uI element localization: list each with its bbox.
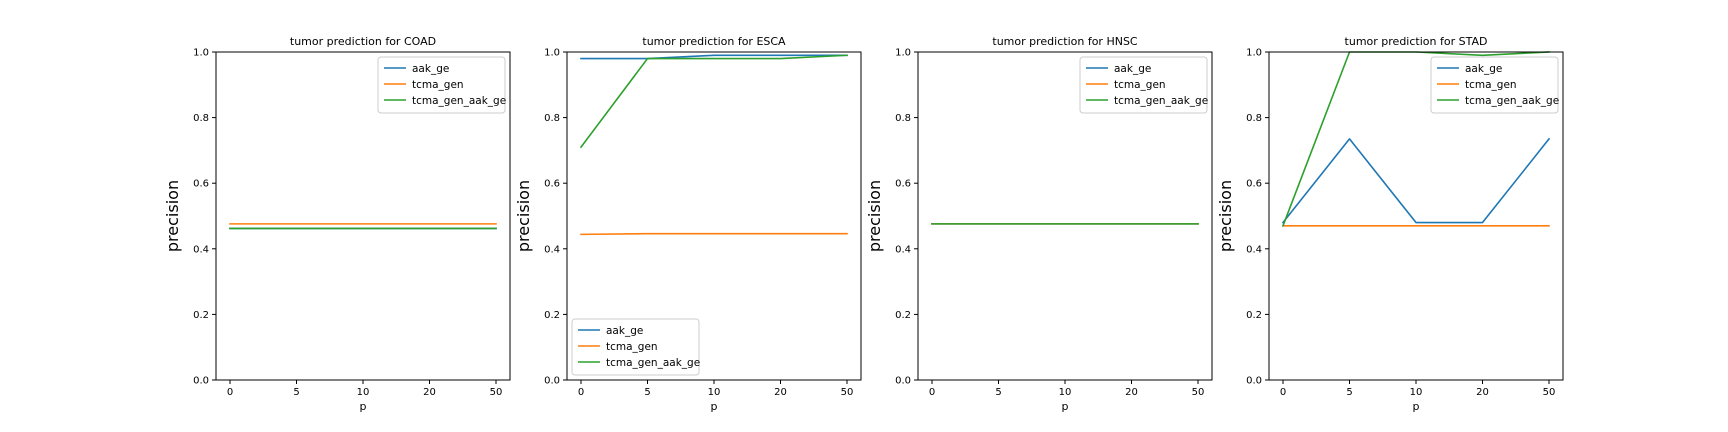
- x-axis-label: p: [1062, 400, 1069, 413]
- legend-entry-tcma-gen-aak-ge: tcma_gen_aak_ge: [1465, 95, 1559, 107]
- y-tick-label: 0.4: [193, 244, 209, 255]
- legend-entry-aak-ge: aak_ge: [606, 325, 643, 337]
- x-tick-label: 5: [1346, 387, 1352, 398]
- y-tick-label: 0.4: [1246, 244, 1262, 255]
- y-tick-label: 0.4: [895, 244, 911, 255]
- y-tick-label: 1.0: [193, 48, 209, 59]
- y-tick-label: 0.0: [193, 376, 209, 387]
- chart-panel-1: tumor prediction for COAD 0.0 0.2 0.4 0.6 0.8…: [163, 35, 511, 413]
- y-tick-label: 1.0: [1246, 48, 1262, 59]
- x-tick-label: 10: [357, 387, 370, 398]
- y-tick-label: 0.2: [193, 310, 209, 321]
- legend-entry-aak-ge: aak_ge: [1114, 63, 1151, 75]
- legend: aak_ge tcma_gen tcma_gen_aak_ge: [377, 56, 506, 114]
- x-axis-label: p: [360, 400, 367, 413]
- chart-title: tumor prediction for ESCA: [642, 35, 786, 48]
- x-tick-label: 50: [1543, 387, 1556, 398]
- x-tick-label: 5: [293, 387, 299, 398]
- legend-box: [1430, 56, 1559, 114]
- x-tick-label: 5: [644, 387, 650, 398]
- y-tick-label: 1.0: [895, 48, 911, 59]
- legend: aak_ge tcma_gen tcma_gen_aak_ge: [1079, 56, 1208, 114]
- legend-box: [1079, 56, 1208, 114]
- y-tick-label: 0.0: [544, 376, 560, 387]
- y-tick-label: 0.2: [1246, 310, 1262, 321]
- chart-title: tumor prediction for HNSC: [992, 35, 1138, 48]
- legend-entry-tcma-gen-aak-ge: tcma_gen_aak_ge: [412, 95, 506, 107]
- y-axis-label: precision: [1216, 180, 1235, 252]
- y-tick-label: 0.6: [193, 179, 209, 190]
- chart-panel-3: tumor prediction for HNSC 0.0 0.2 0.4 0.6 0.8…: [865, 35, 1213, 413]
- legend-box: [377, 56, 506, 114]
- chart-title: tumor prediction for STAD: [1345, 35, 1488, 48]
- y-axis-label: precision: [514, 180, 533, 252]
- y-tick-label: 0.0: [895, 376, 911, 387]
- y-tick-label: 0.2: [895, 310, 911, 321]
- x-tick-label: 0: [929, 387, 935, 398]
- series-line-aak-ge: [580, 54, 848, 60]
- x-tick-label: 5: [995, 387, 1001, 398]
- x-tick-label: 50: [841, 387, 854, 398]
- x-tick-label: 10: [708, 387, 721, 398]
- y-tick-label: 0.2: [544, 310, 560, 321]
- legend-entry-tcma-gen: tcma_gen: [412, 79, 464, 91]
- legend: aak_ge tcma_gen tcma_gen_aak_ge: [571, 318, 700, 376]
- legend-entry-tcma-gen-aak-ge: tcma_gen_aak_ge: [1114, 95, 1208, 107]
- x-tick-label: 0: [1280, 387, 1286, 398]
- x-axis-label: p: [711, 400, 718, 413]
- legend-entry-tcma-gen: tcma_gen: [1465, 79, 1517, 91]
- y-tick-label: 0.0: [1246, 376, 1262, 387]
- y-tick-label: 1.0: [544, 48, 560, 59]
- legend: aak_ge tcma_gen tcma_gen_aak_ge: [1430, 56, 1559, 114]
- x-tick-label: 20: [423, 387, 436, 398]
- x-tick-label: 0: [227, 387, 233, 398]
- x-tick-label: 20: [774, 387, 787, 398]
- x-tick-label: 20: [1125, 387, 1138, 398]
- y-tick-label: 0.8: [1246, 113, 1262, 124]
- chart-title: tumor prediction for COAD: [290, 35, 436, 48]
- series-line-tcma-gen: [580, 232, 848, 236]
- y-tick-label: 0.6: [895, 179, 911, 190]
- x-tick-label: 50: [1192, 387, 1205, 398]
- y-tick-label: 0.8: [193, 113, 209, 124]
- y-tick-label: 0.6: [1246, 179, 1262, 190]
- y-tick-label: 0.8: [544, 113, 560, 124]
- chart-panel-4: tumor prediction for STAD 0.0 0.2 0.4 0.6 0.8…: [1216, 35, 1564, 413]
- legend-box: [571, 318, 700, 376]
- x-tick-label: 0: [578, 387, 584, 398]
- y-axis-label: precision: [163, 180, 182, 252]
- chart-panel-2: tumor prediction for ESCA 0.0 0.2 0.4 0.6 0.8…: [514, 35, 862, 413]
- legend-entry-tcma-gen-aak-ge: tcma_gen_aak_ge: [606, 357, 700, 369]
- x-tick-label: 10: [1059, 387, 1072, 398]
- series-line-aak-ge: [1281, 137, 1551, 224]
- legend-entry-aak-ge: aak_ge: [412, 63, 449, 75]
- y-tick-label: 0.8: [895, 113, 911, 124]
- x-tick-label: 20: [1476, 387, 1489, 398]
- y-tick-label: 0.6: [544, 179, 560, 190]
- series-line-tcma-gen-aak-ge: [579, 54, 848, 149]
- legend-entry-tcma-gen: tcma_gen: [606, 341, 658, 353]
- x-tick-label: 10: [1410, 387, 1423, 398]
- y-tick-label: 0.4: [544, 244, 560, 255]
- y-axis-label: precision: [865, 180, 884, 252]
- legend-entry-tcma-gen: tcma_gen: [1114, 79, 1166, 91]
- legend-entry-aak-ge: aak_ge: [1465, 63, 1502, 75]
- x-tick-label: 50: [490, 387, 503, 398]
- x-axis-label: p: [1413, 400, 1420, 413]
